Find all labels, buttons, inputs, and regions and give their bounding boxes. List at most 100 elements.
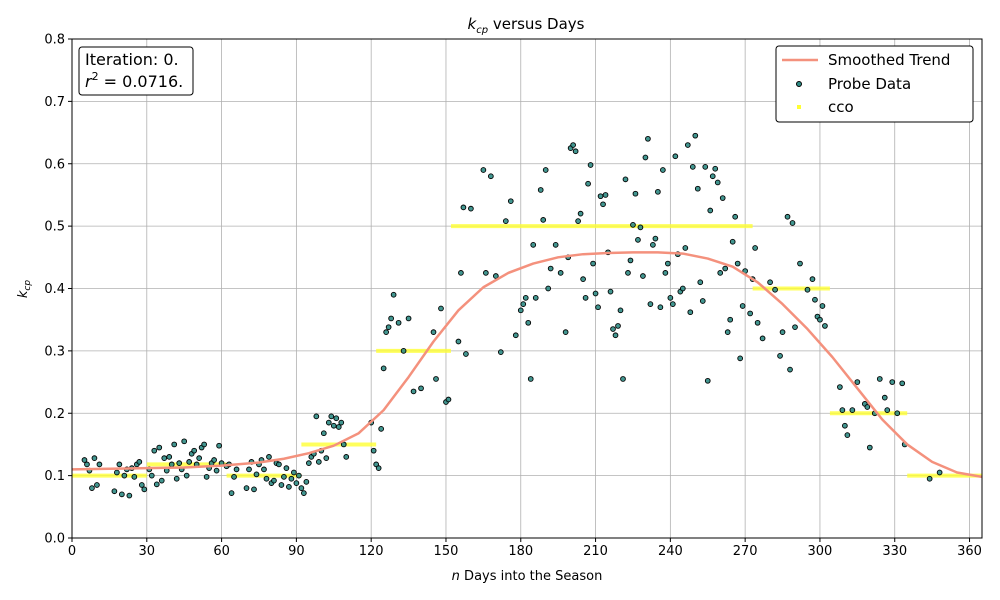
y-axis-title: kcp <box>16 280 33 298</box>
x-tick-label: 330 <box>882 544 907 559</box>
probe-data-point <box>926 475 933 482</box>
probe-data-point <box>246 466 252 473</box>
probe-data-point <box>864 404 871 410</box>
probe-data-point <box>866 444 873 451</box>
probe-data-point <box>216 442 222 449</box>
probe-data-point <box>689 164 696 170</box>
probe-data-point <box>662 270 669 276</box>
x-axis-title-var: n <box>452 569 460 584</box>
x-axis-ticks: 0 30 60 90 120 150 180 210 240 270 300 330 360 <box>68 538 982 559</box>
x-tick-label: 0 <box>68 544 76 559</box>
probe-data-point <box>171 441 178 448</box>
probe-data-point <box>138 482 145 488</box>
probe-data-point <box>625 270 631 276</box>
probe-data-point <box>667 295 674 301</box>
probe-data-point <box>438 305 444 312</box>
y-axis-title-k: k <box>16 290 31 298</box>
probe-data-point <box>156 444 163 451</box>
probe-data-point <box>141 486 148 493</box>
probe-data-point <box>343 454 350 460</box>
probe-data-point <box>617 307 624 314</box>
probe-data-point <box>263 475 270 482</box>
probe-data-point <box>610 326 616 332</box>
probe-data-point <box>418 385 424 392</box>
probe-data-point <box>784 213 791 220</box>
chart-title-k: k <box>468 15 478 33</box>
probe-data-point <box>647 301 654 307</box>
probe-data-point <box>468 205 474 212</box>
r-squared-value: = 0.0716. <box>99 72 184 91</box>
probe-data-point <box>527 376 534 382</box>
probe-data-point <box>620 376 626 382</box>
probe-data-point <box>632 190 639 197</box>
x-tick-label: 360 <box>957 544 982 559</box>
probe-data-point <box>213 467 220 474</box>
probe-data-point <box>679 285 686 292</box>
probe-data-point <box>842 422 848 429</box>
probe-data-point <box>687 309 694 316</box>
probe-data-point <box>894 410 901 417</box>
x-tick-label: 300 <box>808 544 833 559</box>
legend-probe-data-label: Probe Data <box>828 75 911 93</box>
probe-data-point <box>530 241 537 248</box>
probe-data-point <box>600 201 606 208</box>
probe-data-point <box>410 388 417 395</box>
probe-data-point <box>669 301 676 307</box>
probe-data-point <box>512 332 519 339</box>
probe-data-point <box>752 245 758 251</box>
probe-data-point <box>296 472 302 479</box>
probe-data-point <box>460 204 467 211</box>
probe-data-point <box>231 474 237 480</box>
probe-data-point <box>151 447 158 454</box>
probe-data-point <box>635 237 641 243</box>
probe-data-point <box>173 475 180 482</box>
probe-data-point <box>203 474 210 480</box>
probe-data-point <box>301 490 307 496</box>
y-tick-label: 0.5 <box>44 220 65 235</box>
x-tick-label: 240 <box>658 544 683 559</box>
probe-data-point <box>201 441 207 448</box>
probe-data-point <box>719 195 726 201</box>
probe-data-point <box>697 279 704 286</box>
probe-data-point <box>96 461 103 468</box>
probe-data-point <box>881 394 888 401</box>
probe-data-point <box>672 153 679 160</box>
x-tick-label: 30 <box>139 544 156 559</box>
probe-data-point <box>709 173 716 180</box>
probe-data-point <box>375 465 382 471</box>
probe-data-point <box>657 304 664 311</box>
probe-data-point <box>383 329 389 336</box>
probe-data-point <box>271 477 277 484</box>
smoothed-trend-line <box>71 251 983 479</box>
probe-data-point <box>542 167 549 173</box>
probe-data-point <box>211 457 217 463</box>
probe-data-point <box>822 323 828 329</box>
probe-data-point <box>772 286 778 293</box>
y-tick-label: 0.1 <box>44 469 65 484</box>
probe-data-point <box>704 377 711 384</box>
probe-data-point <box>395 319 402 326</box>
probe-data-point <box>645 135 651 142</box>
iteration-info-box: Iteration: 0. r2 = 0.0716. <box>78 46 194 96</box>
probe-data-point <box>161 455 168 462</box>
probe-data-point <box>817 316 823 323</box>
probe-data-point <box>288 475 295 482</box>
probe-data-point <box>293 480 300 486</box>
probe-data-point <box>455 338 462 345</box>
probe-data-point <box>804 286 811 293</box>
probe-data-point <box>722 265 729 272</box>
y-tick-label: 0.7 <box>44 95 65 110</box>
probe-data-point <box>84 461 90 468</box>
probe-data-point <box>787 366 793 373</box>
probe-data-point <box>370 447 377 454</box>
legend-frame <box>775 45 974 123</box>
probe-data-point <box>737 355 744 362</box>
probe-data-point <box>714 179 721 186</box>
probe-data-point <box>335 424 342 430</box>
probe-data-point <box>492 273 499 279</box>
probe-data-point <box>119 491 125 498</box>
probe-data-point <box>809 276 816 282</box>
r-squared-label: r2 = 0.0716. <box>85 70 183 91</box>
probe-data-point <box>298 485 305 491</box>
probe-data-point <box>261 466 267 473</box>
